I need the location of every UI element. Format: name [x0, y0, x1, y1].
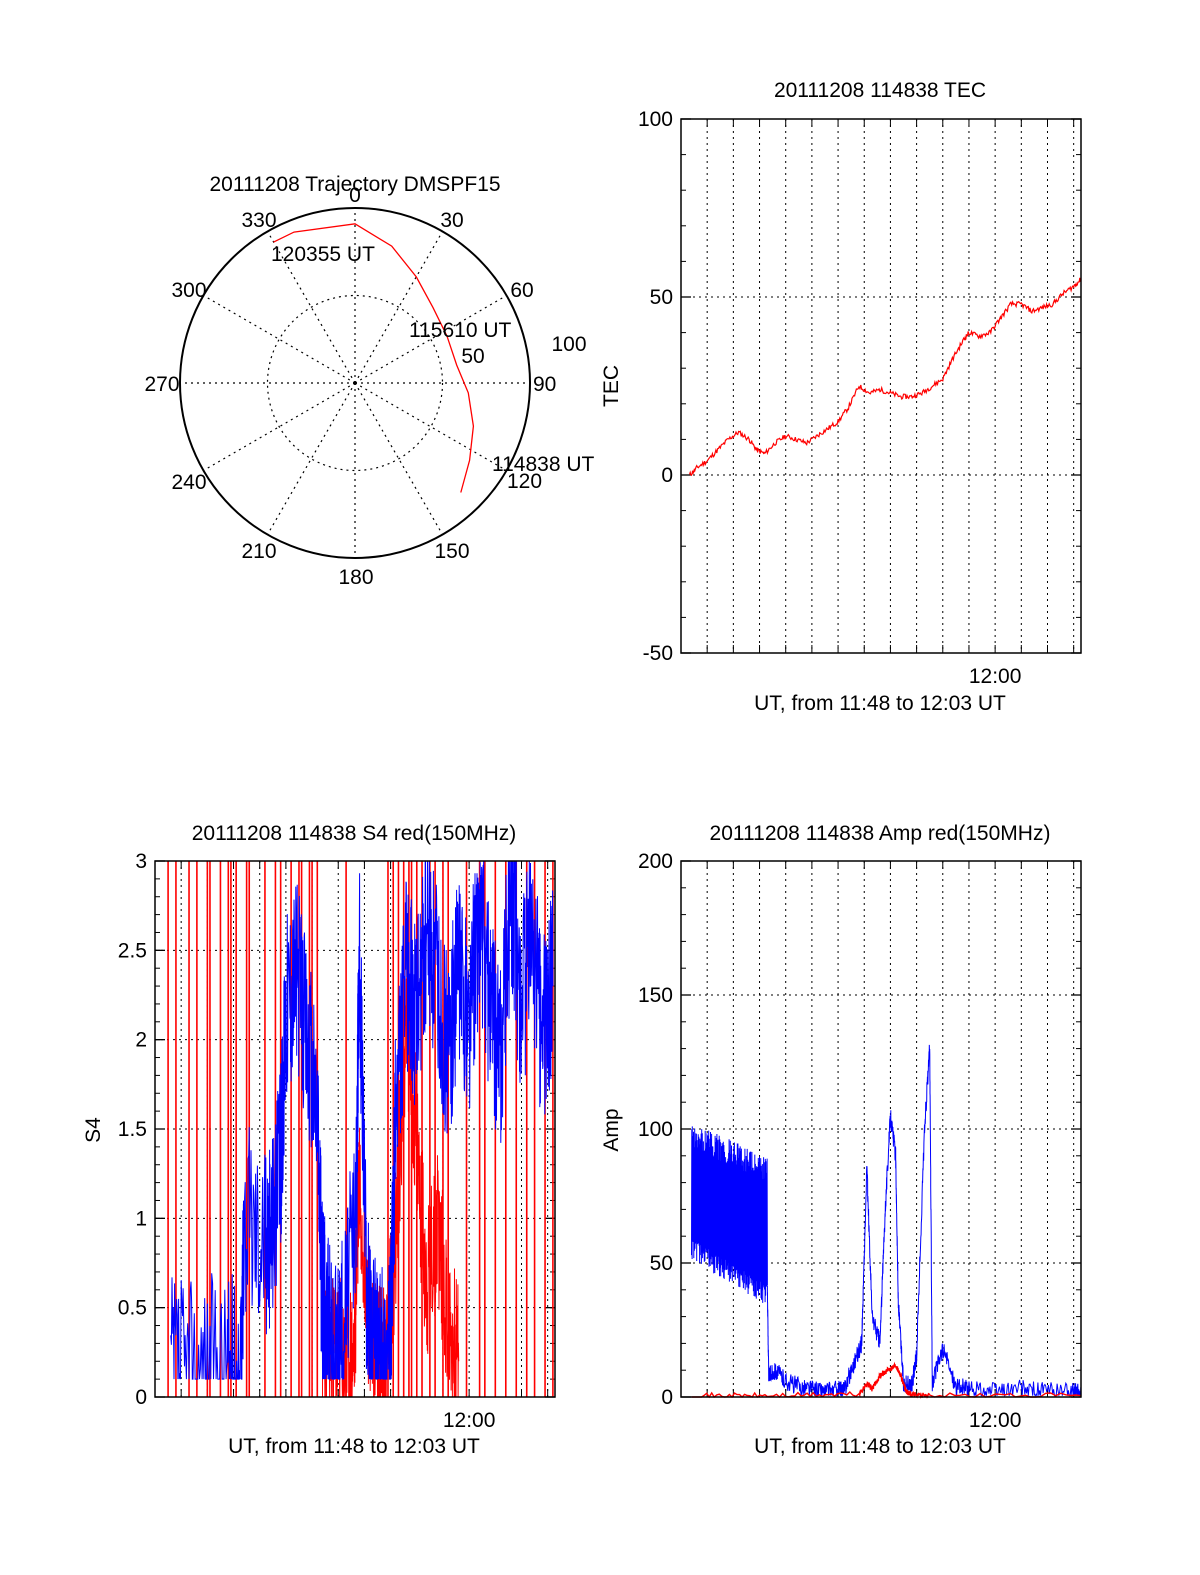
s4-xlabel: UT, from 11:48 to 12:03 UT	[228, 1435, 480, 1458]
azimuth-label-0: 0	[349, 184, 361, 207]
plot-frame	[680, 118, 1082, 654]
tec-title: 20111208 114838 TEC	[774, 79, 986, 102]
azimuth-label-180: 180	[338, 566, 373, 589]
y-tick-label: 2	[135, 1029, 147, 1052]
azimuth-label-330: 330	[241, 209, 276, 232]
tec-ylabel: TEC	[600, 365, 623, 407]
x-tick-label: 12:00	[969, 1409, 1022, 1432]
polar-spoke	[354, 231, 444, 384]
y-tick-label: 100	[638, 108, 673, 131]
azimuth-label-120: 120	[507, 470, 542, 493]
polar-ring-50	[266, 294, 444, 472]
azimuth-label-210: 210	[241, 540, 276, 563]
plot-frame	[680, 860, 1082, 1398]
azimuth-label-90: 90	[533, 373, 556, 396]
trajectory-time-label: 115610 UT	[409, 319, 512, 342]
amp-title: 20111208 114838 Amp red(150MHz)	[710, 822, 1051, 845]
s4-plot-area	[167, 861, 554, 1397]
y-tick-label: -50	[643, 642, 673, 665]
azimuth-label-30: 30	[440, 209, 463, 232]
trajectory-polar-chart: 20111208 Trajectory DMSPF15 0 30 60 90 120 15…	[144, 173, 594, 589]
polar-spoke	[266, 382, 356, 535]
y-tick-label: 0	[661, 1386, 673, 1409]
s4-title: 20111208 114838 S4 red(150MHz)	[192, 822, 517, 845]
amp-blue-series-line	[766, 1044, 1082, 1398]
tec-xlabel: UT, from 11:48 to 12:03 UT	[754, 692, 1006, 715]
plot-frame	[154, 860, 556, 1398]
y-tick-label: 1.5	[118, 1118, 147, 1141]
polar-spoke	[266, 231, 356, 384]
y-tick-label: 0	[135, 1386, 147, 1409]
polar-spoke	[354, 382, 444, 535]
polar-spoke	[203, 382, 356, 472]
polar-spoke	[203, 294, 356, 384]
azimuth-label-60: 60	[510, 279, 533, 302]
y-tick-label: 1	[135, 1207, 147, 1230]
amp-xlabel: UT, from 11:48 to 12:03 UT	[754, 1435, 1006, 1458]
tec-line-chart: 20111208 114838 TEC UT, from 11:48 to 12…	[600, 79, 1082, 715]
y-tick-label: 3	[135, 850, 147, 873]
y-tick-label: 50	[650, 1252, 673, 1275]
trajectory-time-label: 114838 UT	[492, 453, 595, 476]
polar-spoke	[354, 382, 507, 472]
x-tick-label: 12:00	[969, 665, 1022, 688]
azimuth-label-150: 150	[434, 540, 469, 563]
trajectory-time-label: 120355 UT	[271, 243, 375, 266]
trajectory-line	[273, 223, 475, 493]
radius-label-100: 100	[551, 333, 586, 356]
azimuth-label-240: 240	[171, 471, 206, 494]
amp-red-series-line	[691, 1361, 1082, 1399]
y-tick-label: 50	[650, 286, 673, 309]
azimuth-label-270: 270	[144, 373, 179, 396]
tec-series-line	[689, 277, 1082, 477]
polar-spoke	[354, 294, 507, 384]
amp-blue-band	[691, 1126, 768, 1303]
amp-ylabel: Amp	[600, 1108, 623, 1151]
y-tick-label: 200	[638, 850, 673, 873]
trajectory-title: 20111208 Trajectory DMSPF15	[209, 173, 500, 196]
s4-blue-series-line	[170, 861, 554, 1380]
polar-ring-outer	[179, 207, 531, 559]
radius-label-50: 50	[461, 345, 484, 368]
s4-ylabel: S4	[82, 1117, 105, 1143]
azimuth-label-300: 300	[171, 279, 206, 302]
s4-line-chart: 20111208 114838 S4 red(150MHz) UT, from …	[82, 822, 556, 1458]
y-tick-label: 0.5	[118, 1297, 147, 1320]
y-tick-label: 2.5	[118, 939, 147, 962]
y-tick-label: 0	[661, 464, 673, 487]
y-tick-label: 150	[638, 984, 673, 1007]
x-tick-label: 12:00	[443, 1409, 496, 1432]
y-tick-label: 100	[638, 1118, 673, 1141]
amp-line-chart: 20111208 114838 Amp red(150MHz) UT, from…	[600, 822, 1082, 1458]
